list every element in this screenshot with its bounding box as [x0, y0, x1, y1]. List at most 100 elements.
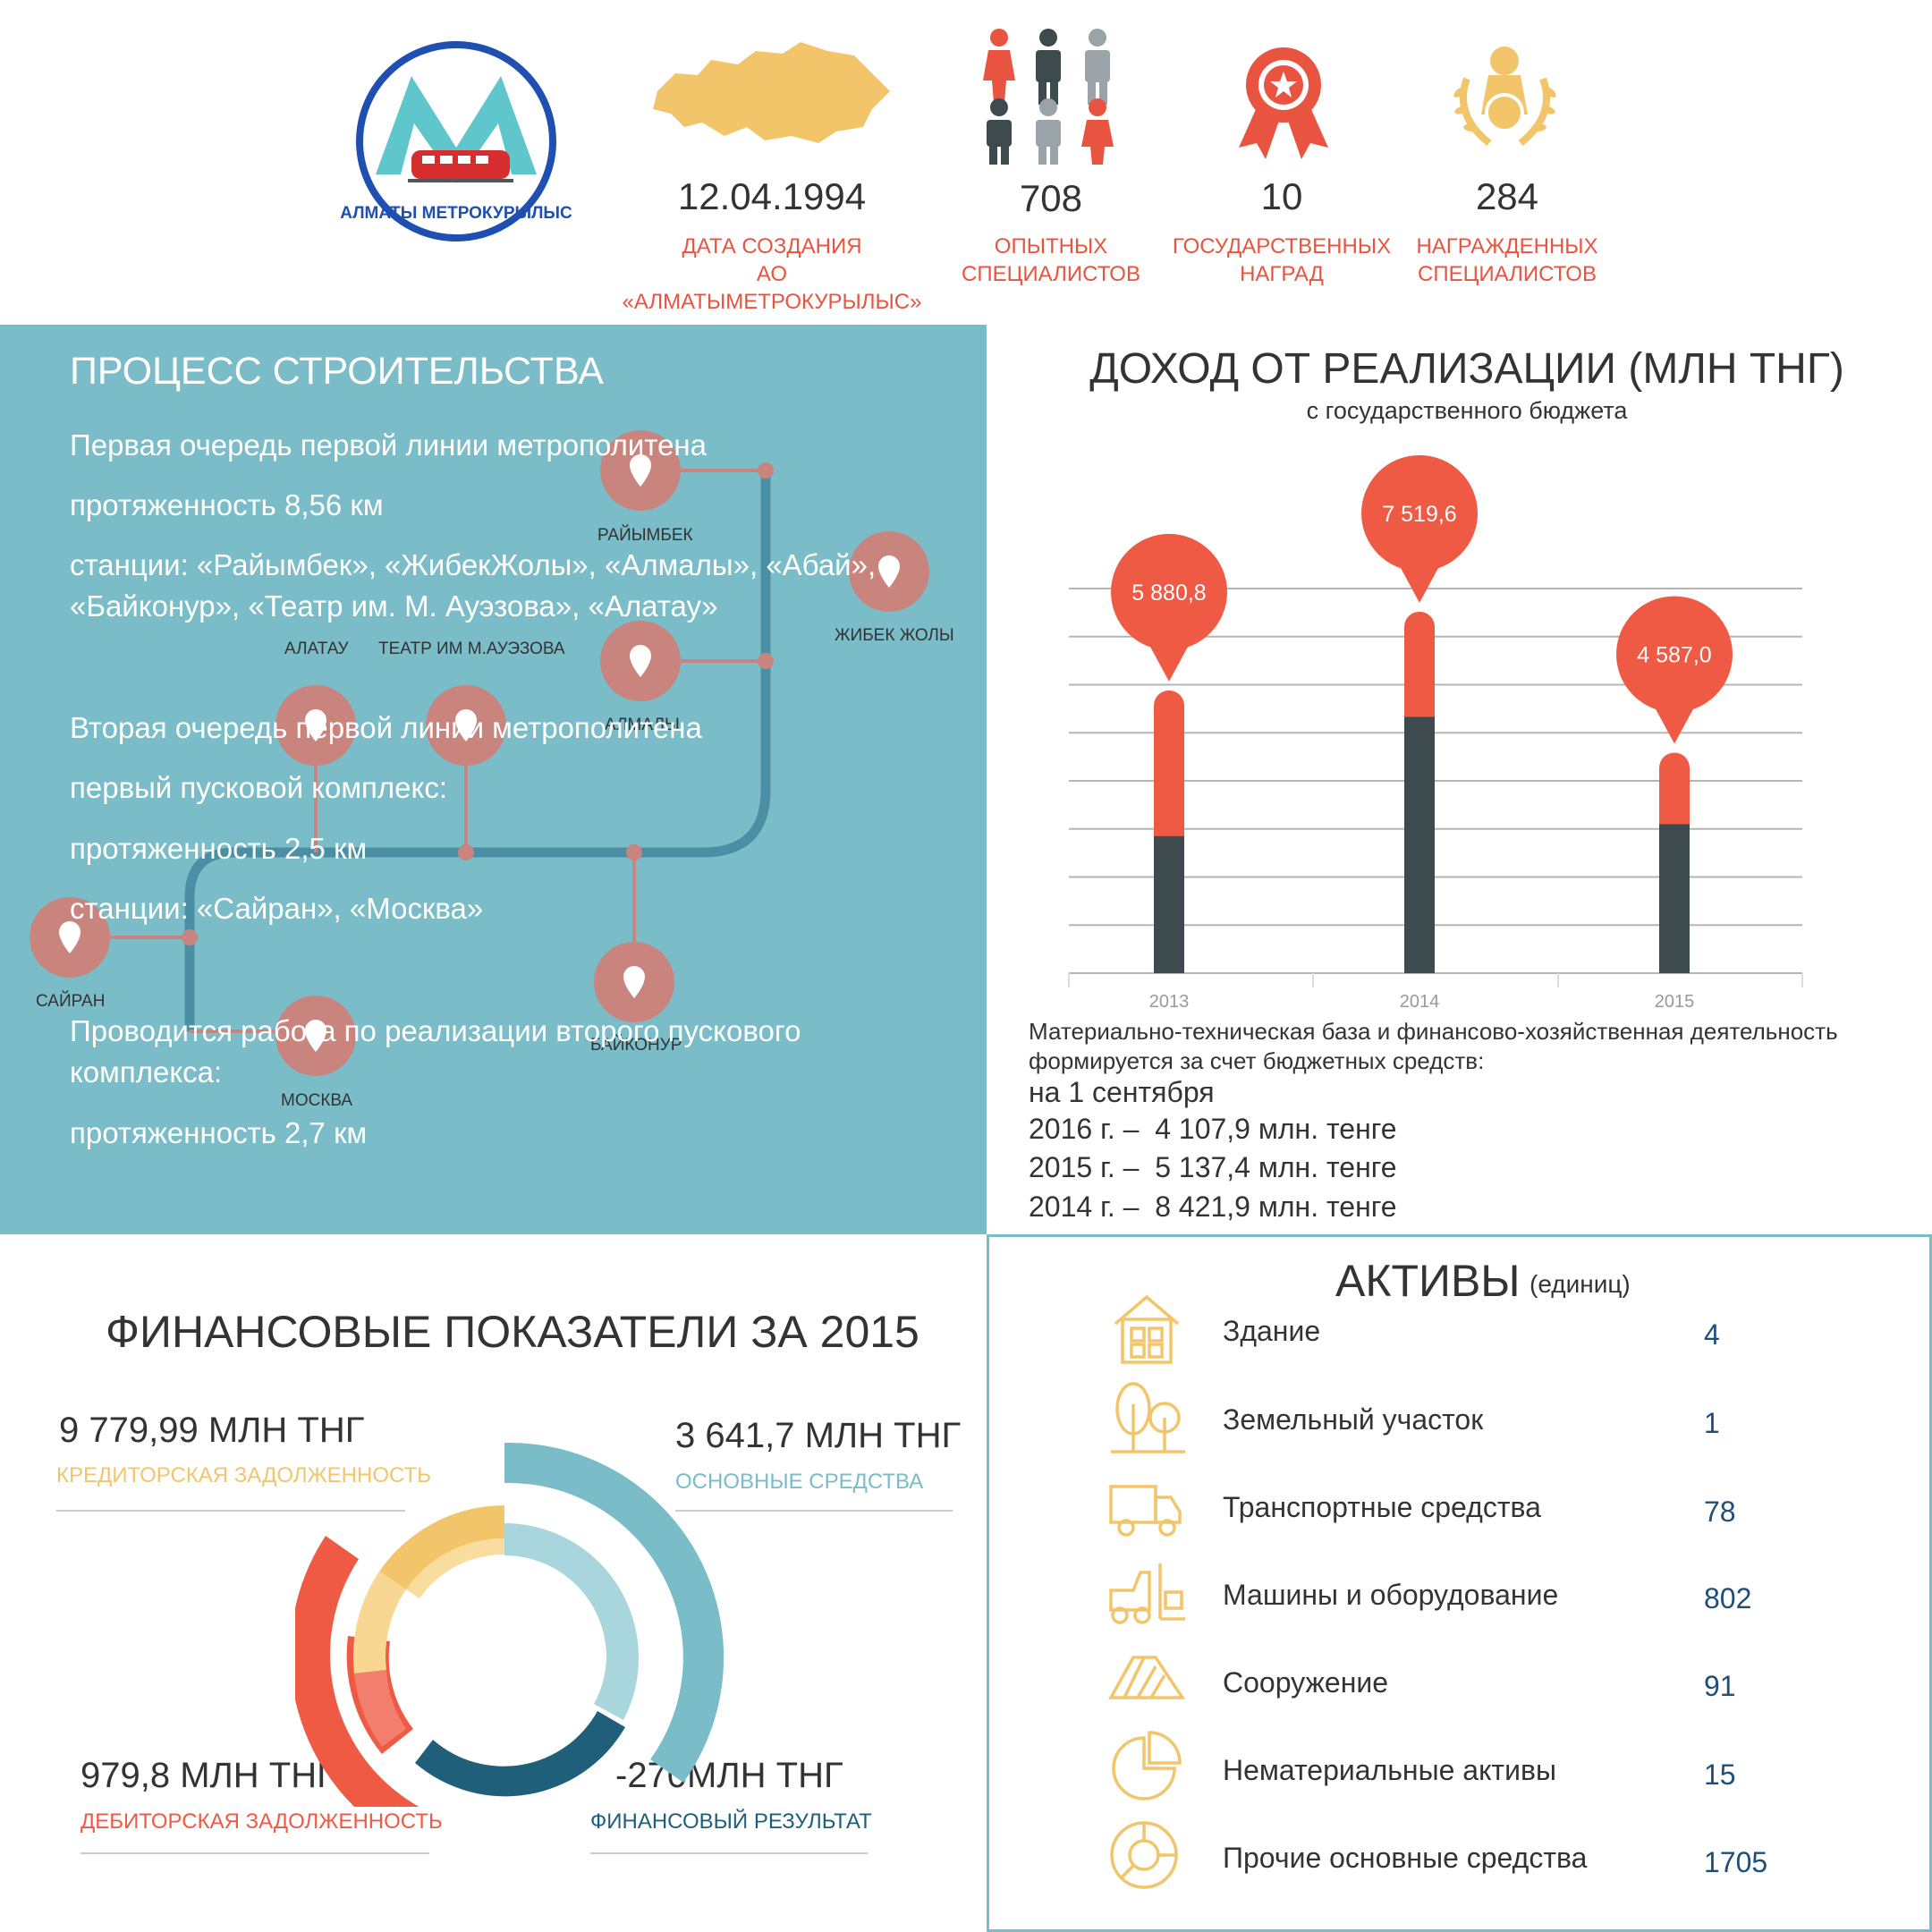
balloon-2013 — [1111, 533, 1227, 650]
stat-specialists: 708 — [1019, 177, 1083, 219]
assets-unit: (единиц) — [1530, 1270, 1631, 1298]
asset-name-land: Земельный участок — [1223, 1403, 1484, 1436]
pie-icon — [1112, 1731, 1182, 1801]
station-label-auezov: ТЕАТР ИМ М.АУЭЗОВА — [378, 640, 565, 658]
station-pins — [30, 430, 929, 1076]
construction-panel: РАЙЫМБЕК ЖИБЕК ЖОЛЫ АЛМАЛЫ АЛАТАУ ТЕАТР … — [0, 325, 987, 1234]
kazakhstan-map-icon — [653, 42, 890, 143]
income-chart-title: ДОХОД ОТ РЕАЛИЗАЦИИ (МЛН ТНГ) — [1089, 345, 1844, 393]
finance-result-value: -270МЛН ТНГ — [615, 1756, 843, 1795]
assets-title: АКТИВЫ — [1335, 1256, 1521, 1306]
finance-result-label: ФИНАНСОВЫЙ РЕЗУЛЬТАТ — [590, 1809, 872, 1834]
donut-icon — [1110, 1821, 1178, 1889]
asset-value-intangible: 15 — [1704, 1758, 1736, 1791]
station-label-moskva: МОСКВА — [281, 1091, 353, 1110]
company-logo: АЛМАТЫ МЕТРОКУРЫЛЫС — [340, 41, 572, 242]
stat-founding-date: 12.04.1994 — [677, 175, 867, 217]
asset-value-land: 1 — [1704, 1407, 1720, 1439]
construction-p1-line4: «Байконур», «Театр им. М. Ауэзова», «Ала… — [70, 589, 718, 623]
asset-value-machinery: 802 — [1704, 1582, 1752, 1614]
medal-laurel-icon — [1453, 47, 1556, 147]
trees-icon — [1111, 1382, 1185, 1453]
station-label-almaly: АЛМАЛЫ — [605, 716, 680, 734]
stat-founding-label: ДАТА СОЗДАНИЯ АО «АЛМАТЫМЕТРОКУРЫЛЫС» — [611, 233, 933, 316]
finance-payables-label: КРЕДИТОРСКАЯ ЗАДОЛЖЕННОСТЬ — [56, 1463, 431, 1487]
income-chart-subtitle: с государственного бюджета — [1306, 397, 1628, 424]
construction-p2-line1: Вторая очередь первой линии метрополитен… — [70, 711, 702, 744]
metro-map — [30, 430, 929, 1076]
bar-dark-2014 — [1404, 716, 1435, 973]
truck-icon — [1109, 1485, 1182, 1537]
budget-note-line3: на 1 сентября — [1029, 1076, 1215, 1108]
finance-receivables-rule — [80, 1852, 429, 1854]
bar-dark-2013 — [1154, 835, 1184, 973]
asset-value-vehicles: 78 — [1704, 1496, 1736, 1528]
balloon-2015 — [1616, 596, 1733, 713]
income-bar-chart: 5 880,8 2013 7 519,6 2014 4 587,0 2015 — [1068, 454, 1803, 1012]
asset-name-building: Здание — [1223, 1315, 1321, 1347]
assets-panel — [987, 1234, 1932, 1932]
station-label-raiymbek: РАЙЫМБЕК — [597, 526, 693, 545]
finance-receivables-label: ДЕБИТОРСКАЯ ЗАДОЛЖЕННОСТЬ — [80, 1809, 443, 1834]
finance-payables-value: 9 779,99 МЛН ТНГ — [59, 1411, 365, 1450]
finance-fixed-assets-value: 3 641,7 МЛН ТНГ — [675, 1416, 962, 1455]
finance-donut-chart — [295, 1442, 724, 1807]
tick-label-2014: 2014 — [1400, 992, 1440, 1012]
building-icon — [1114, 1294, 1180, 1364]
construction-p2-line3: протяженность 2,5 км — [70, 832, 368, 865]
construction-p1-line1: Первая очередь первой линии метрополитен… — [70, 428, 708, 462]
budget-note-line1: Материально-техническая база и финансово… — [1029, 1018, 1838, 1045]
construction-p1-line3: станции: «Райымбек», «ЖибекЖолы», «Алмал… — [70, 548, 877, 581]
construction-p2-line4: станции: «Сайран», «Москва» — [70, 892, 484, 925]
balloon-tail-2013 — [1146, 638, 1192, 682]
station-label-sairan: САЙРАН — [36, 992, 106, 1011]
logo-text: АЛМАТЫ МЕТРОКУРЫЛЫС — [340, 204, 572, 223]
station-label-zhibek: ЖИБЕК ЖОЛЫ — [835, 626, 954, 645]
tick-label-2013: 2013 — [1149, 992, 1190, 1012]
construction-title: ПРОЦЕСС СТРОИТЕЛЬСТВА — [70, 350, 604, 393]
stat-founding-label-line2: АО «АЛМАТЫМЕТРОКУРЫЛЫС» — [622, 262, 922, 314]
data-label-2015: 4 587,0 — [1637, 642, 1711, 667]
finance-receivables-value: 979,8 МЛН ТНГ — [80, 1756, 336, 1795]
data-label-2014: 7 519,6 — [1382, 502, 1456, 527]
asset-value-structure: 91 — [1704, 1670, 1736, 1702]
asset-name-machinery: Машины и оборудование — [1223, 1579, 1559, 1611]
balloon-tail-2014 — [1396, 559, 1443, 603]
asset-name-structure: Сооружение — [1223, 1666, 1389, 1699]
finance-title: ФИНАНСОВЫЕ ПОКАЗАТЕЛИ ЗА 2015 — [106, 1307, 919, 1357]
finance-result-rule — [590, 1852, 868, 1854]
finance-fixed-assets-rule — [675, 1510, 953, 1512]
finance-payables-rule — [56, 1510, 405, 1512]
asset-value-other: 1705 — [1704, 1846, 1768, 1878]
bar-dark-2015 — [1659, 824, 1690, 973]
stat-awards-label-line1: ГОСУДАРСТВЕННЫХ — [1172, 234, 1392, 258]
construction-p2-line2: первый пусковой комплекс: — [70, 771, 448, 804]
construction-p3-line1: Проводится работа по реализации второго … — [70, 1014, 801, 1047]
structure-icon — [1108, 1656, 1186, 1699]
asset-name-vehicles: Транспортные средства — [1223, 1491, 1541, 1523]
stat-specialists-label-line2: СПЕЦИАЛИСТОВ — [962, 262, 1140, 286]
stat-specialists-label-line1: ОПЫТНЫХ — [994, 234, 1108, 258]
balloon-2014 — [1361, 454, 1478, 572]
stat-specialists-label: ОПЫТНЫХ СПЕЦИАЛИСТОВ — [890, 233, 1212, 288]
stat-awards: 10 — [1260, 175, 1303, 217]
budget-row-2014: 2014 г. – 8 421,9 млн. тенге — [1029, 1191, 1397, 1223]
budget-row-2016: 2016 г. – 4 107,9 млн. тенге — [1029, 1113, 1397, 1145]
station-label-alatau: АЛАТАУ — [284, 640, 349, 658]
asset-name-intangible: Нематериальные активы — [1223, 1754, 1556, 1786]
stat-awards-label-line2: НАГРАД — [1240, 262, 1324, 286]
stat-awarded-label: НАГРАЖДЕННЫХ СПЕЦИАЛИСТОВ — [1346, 233, 1668, 288]
budget-row-2015: 2015 г. – 5 137,4 млн. тенге — [1029, 1151, 1397, 1183]
stat-awarded-label-line2: СПЕЦИАЛИСТОВ — [1418, 262, 1597, 286]
asset-name-other: Прочие основные средства — [1223, 1842, 1588, 1874]
station-label-baikonur: БАЙКОНУР — [590, 1036, 682, 1055]
budget-note-line2: формируется за счет бюджетных средств: — [1029, 1047, 1485, 1074]
tick-label-2015: 2015 — [1655, 992, 1695, 1012]
finance-fixed-assets-label: ОСНОВНЫЕ СРЕДСТВА — [675, 1470, 924, 1494]
people-icon — [983, 29, 1114, 165]
forklift-icon — [1109, 1563, 1185, 1624]
stat-founding-label-line1: ДАТА СОЗДАНИЯ — [682, 234, 862, 258]
asset-value-building: 4 — [1704, 1318, 1720, 1351]
construction-p3-line2: комплекса: — [70, 1055, 223, 1089]
data-label-2013: 5 880,8 — [1131, 580, 1206, 606]
